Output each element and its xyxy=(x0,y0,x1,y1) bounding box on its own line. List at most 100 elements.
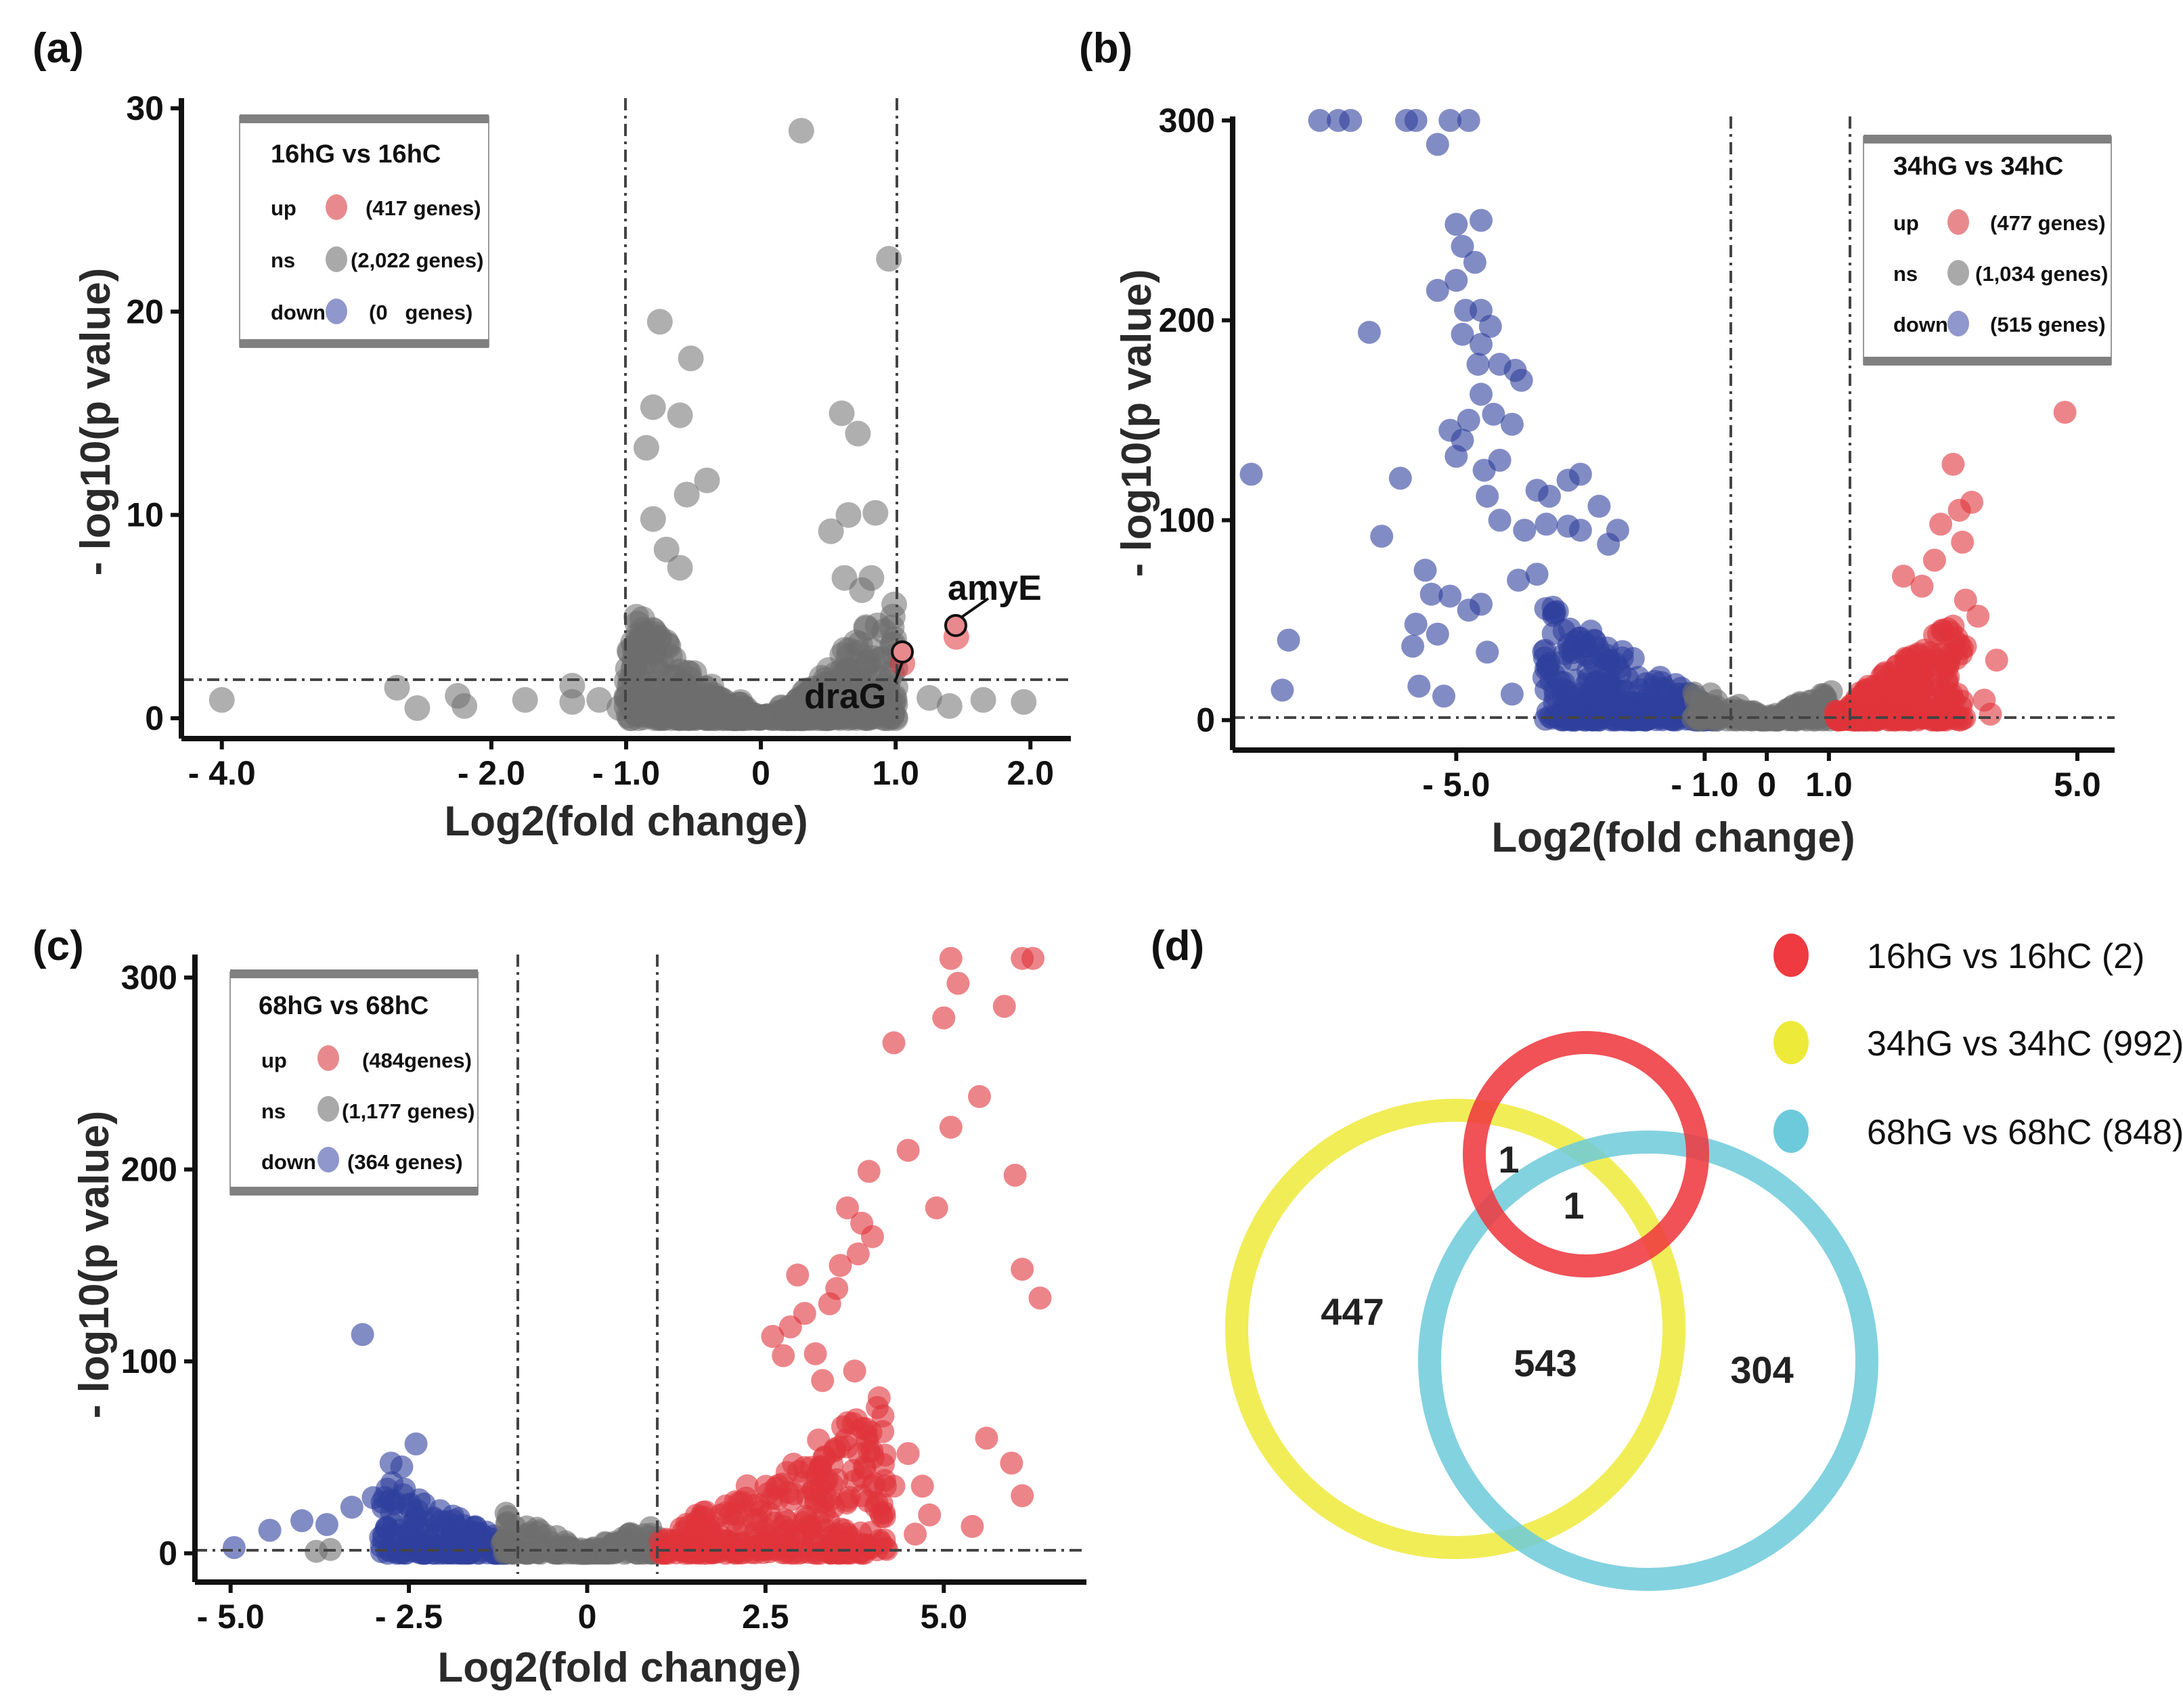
data-point-down xyxy=(1488,508,1512,532)
data-point-down xyxy=(1457,598,1480,622)
data-point-ns xyxy=(667,658,693,684)
data-point-up xyxy=(882,1031,906,1055)
panel-a-legend-ns-swatch xyxy=(326,246,347,272)
data-point-down xyxy=(1587,494,1611,518)
data-point-ns xyxy=(849,577,875,603)
data-point-up xyxy=(896,1442,920,1466)
panel-a-letter: (a) xyxy=(32,25,84,72)
data-point-up xyxy=(761,1325,785,1349)
data-point-down xyxy=(1626,691,1650,715)
panel-c-legend-down-swatch xyxy=(317,1147,339,1173)
y-tick-label: 20 xyxy=(126,292,164,330)
data-point-up xyxy=(932,1006,956,1030)
data-point-down xyxy=(1432,684,1455,708)
data-point-ns xyxy=(667,402,693,429)
data-point-down xyxy=(222,1536,246,1559)
y-tick-label: 30 xyxy=(126,89,164,127)
panel-b-legend-down-key: down xyxy=(1893,313,1948,336)
data-point-up xyxy=(896,1139,920,1162)
data-point-ns xyxy=(586,686,613,713)
venn-circle-34h xyxy=(1225,1099,1685,1559)
data-point-up xyxy=(1916,649,1940,672)
data-point-down xyxy=(1470,332,1493,356)
data-point-up xyxy=(871,1420,895,1443)
data-point-up xyxy=(857,1160,881,1183)
data-point-down xyxy=(1401,634,1425,658)
panel-b-legend: 34hG vs 34hC up ns down (477 genes) (1,0… xyxy=(1863,135,2112,366)
panel-b-ylabel: - log10(p value) xyxy=(1113,269,1160,577)
data-point-down xyxy=(1538,485,1561,508)
y-tick-label: 200 xyxy=(121,1151,177,1189)
y-tick-label: 0 xyxy=(158,1534,177,1572)
data-point-down xyxy=(1457,108,1480,132)
venn-circle-68h xyxy=(1418,1131,1878,1591)
data-point-up xyxy=(1933,690,1956,714)
data-point-up xyxy=(925,1196,948,1220)
panel-b-letter: (b) xyxy=(1079,25,1132,72)
data-point-up xyxy=(829,1254,852,1277)
data-point-down xyxy=(1445,213,1468,236)
panel-c-legend: 68hG vs 68hC up ns down (484genes) (1,17… xyxy=(229,969,479,1196)
data-point-up xyxy=(939,1116,963,1139)
data-point-up xyxy=(1935,668,1959,692)
data-point-down xyxy=(1597,657,1621,680)
data-point-down xyxy=(1482,402,1505,426)
data-point-up xyxy=(818,1292,841,1315)
venn-region-16-34: 1 xyxy=(1498,1138,1519,1181)
panel-a-legend: 16hG vs 16hC up ns down (417 genes) (2,0… xyxy=(239,114,489,348)
data-point-ns xyxy=(881,591,907,617)
venn-legend-34h-label: 34hG vs 34hC (992) xyxy=(1867,1024,2183,1064)
data-point-down xyxy=(429,1510,453,1533)
data-point-down xyxy=(1463,250,1486,274)
data-point-up xyxy=(803,1342,827,1365)
data-point-down xyxy=(1507,569,1530,592)
data-point-up xyxy=(961,1514,984,1538)
panel-a-points xyxy=(208,118,1037,731)
data-point-ns xyxy=(701,682,727,708)
data-point-up xyxy=(846,1242,870,1266)
data-point-up xyxy=(1874,661,1897,684)
data-point-up xyxy=(918,1503,942,1527)
y-tick-label: 10 xyxy=(126,496,164,534)
data-point-up xyxy=(766,1474,790,1497)
data-point-ns xyxy=(646,309,673,335)
venn-circle-16h xyxy=(1463,1031,1709,1277)
data-point-down xyxy=(1470,382,1493,406)
panel-b-legend-up-swatch xyxy=(1947,209,1969,235)
data-point-ns xyxy=(759,704,785,730)
data-point-up xyxy=(804,1487,828,1511)
data-point-down xyxy=(1445,269,1468,292)
data-point-up xyxy=(683,1527,706,1550)
data-point-up xyxy=(1947,498,1971,522)
data-point-up xyxy=(836,1196,859,1220)
data-point-down xyxy=(382,1492,406,1516)
data-point-up xyxy=(839,1541,863,1565)
data-point-up xyxy=(1838,694,1862,718)
x-tick-label: 5.0 xyxy=(2054,766,2101,804)
data-point-ns xyxy=(570,1540,594,1564)
data-point-up xyxy=(1923,623,1946,647)
panel-a-legend-ns-key: ns xyxy=(271,248,295,272)
data-point-down xyxy=(1357,320,1381,344)
data-point-up xyxy=(939,946,963,970)
x-tick-label: - 2.5 xyxy=(375,1598,443,1636)
panel-b-legend-ns-swatch xyxy=(1947,260,1969,286)
panel-a-amyE-leader xyxy=(960,597,990,619)
data-point-down xyxy=(397,1521,420,1545)
panel-c-legend-up-count: (484genes) xyxy=(362,1049,472,1072)
data-point-up xyxy=(1910,574,1934,598)
data-point-up xyxy=(787,1460,810,1483)
data-point-ns xyxy=(647,703,674,730)
data-point-down xyxy=(1476,485,1499,508)
panel-a-draG-point xyxy=(891,640,914,663)
data-point-down xyxy=(1426,133,1449,156)
data-point-down xyxy=(340,1495,363,1519)
data-point-ns xyxy=(1723,703,1746,727)
data-point-ns xyxy=(640,394,666,420)
panel-b-points xyxy=(1239,108,2077,732)
data-point-down xyxy=(1404,613,1428,636)
data-point-ns xyxy=(640,506,666,532)
data-point-down xyxy=(1388,466,1412,490)
panel-b-xlabel: Log2(fold change) xyxy=(1491,814,1855,861)
panel-b-ticks: - 5.0 - 1.0 0 1.0 5.0 0 100 200 300 xyxy=(1159,102,2101,804)
